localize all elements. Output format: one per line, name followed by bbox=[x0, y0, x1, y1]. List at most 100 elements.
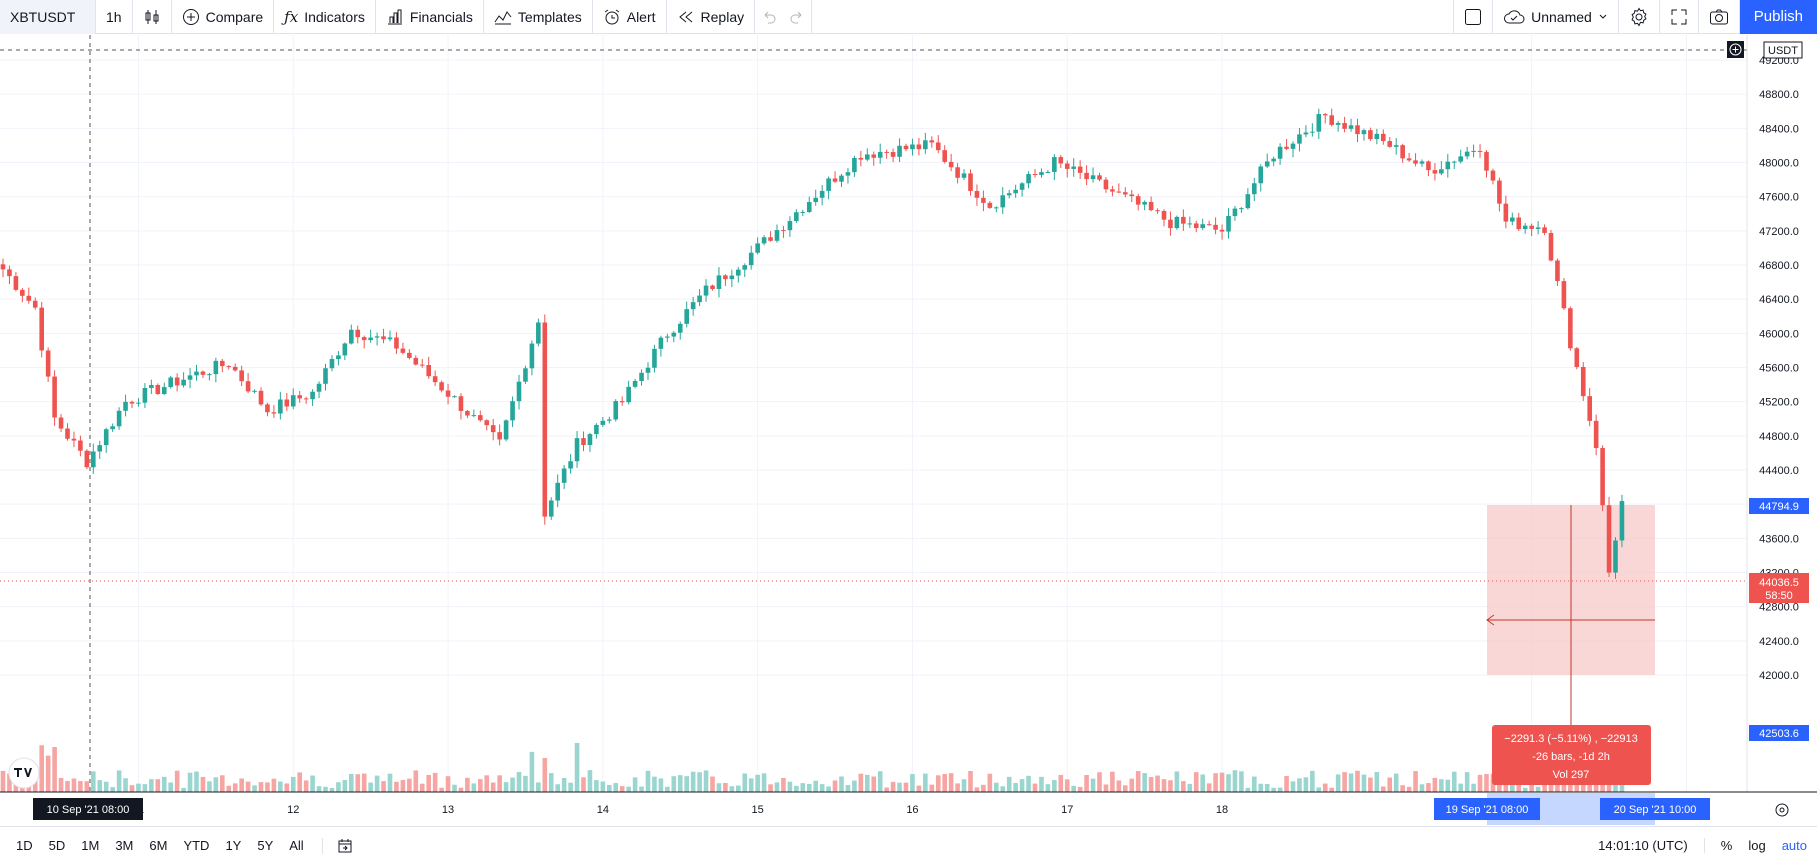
undo-button[interactable] bbox=[755, 0, 783, 34]
candle-body bbox=[1580, 366, 1586, 397]
candle-body bbox=[852, 157, 857, 173]
symbol-search-button[interactable]: XBTUSDT bbox=[0, 0, 96, 34]
candle-body bbox=[929, 140, 935, 143]
volume-bar bbox=[97, 780, 103, 792]
volume-bar bbox=[368, 782, 373, 792]
volume-bar bbox=[510, 777, 515, 792]
volume-bar bbox=[426, 774, 431, 792]
volume-bar bbox=[632, 777, 638, 792]
candle-body bbox=[690, 302, 696, 310]
publish-button[interactable]: Publish bbox=[1739, 0, 1817, 34]
candle-body bbox=[1439, 169, 1444, 174]
tradingview-logo[interactable] bbox=[8, 757, 40, 789]
volume-bar bbox=[445, 776, 451, 792]
candle-body bbox=[245, 381, 251, 392]
candle-body bbox=[387, 337, 393, 340]
currency-badge[interactable]: USDT bbox=[1727, 41, 1803, 59]
candle-body bbox=[884, 151, 889, 153]
chevron-down-icon bbox=[1598, 12, 1608, 22]
candle-body bbox=[78, 440, 83, 451]
candle-body bbox=[1290, 143, 1296, 149]
date-range-button[interactable] bbox=[321, 837, 367, 854]
volume-bar bbox=[671, 776, 677, 792]
candle-body bbox=[548, 500, 554, 517]
volume-bar bbox=[794, 785, 799, 792]
candle-body bbox=[200, 371, 206, 375]
volume-bar bbox=[1064, 779, 1070, 792]
auto-toggle[interactable]: auto bbox=[1781, 838, 1807, 853]
candle-body bbox=[265, 404, 270, 413]
volume-bar bbox=[381, 781, 386, 792]
volume-bar bbox=[910, 774, 915, 792]
indicators-button[interactable]: ƒx Indicators bbox=[274, 0, 376, 34]
volume-bar bbox=[1116, 780, 1122, 792]
settings-button[interactable] bbox=[1619, 0, 1660, 34]
candle-body bbox=[1264, 161, 1270, 167]
price-tick-label: 45600.0 bbox=[1759, 363, 1799, 375]
volume-bar bbox=[839, 776, 844, 792]
price-tick-label: 43600.0 bbox=[1759, 533, 1799, 545]
axis-settings-button[interactable] bbox=[1775, 803, 1789, 817]
price-axis[interactable]: 49200.048800.048400.048000.047600.047200… bbox=[1759, 55, 1799, 682]
candle-body bbox=[1226, 215, 1231, 232]
range-button-1d[interactable]: 1D bbox=[16, 838, 33, 853]
range-button-1y[interactable]: 1Y bbox=[225, 838, 242, 853]
percent-toggle[interactable]: % bbox=[1720, 838, 1733, 853]
volume-bar bbox=[755, 774, 760, 792]
volume-bar bbox=[1348, 773, 1354, 792]
price-tick-label: 48000.0 bbox=[1759, 158, 1799, 170]
range-button-all[interactable]: All bbox=[289, 838, 304, 853]
layout-menu-button[interactable]: Unnamed bbox=[1493, 0, 1619, 34]
candle-body bbox=[1187, 223, 1193, 225]
volume-bar bbox=[374, 775, 380, 792]
financials-button[interactable]: Financials bbox=[376, 0, 484, 34]
candle-body bbox=[297, 395, 302, 399]
volume-bars bbox=[0, 740, 1625, 792]
utc-clock[interactable]: 14:01:10 (UTC) bbox=[1598, 838, 1705, 853]
fullscreen-button[interactable] bbox=[1660, 0, 1699, 34]
volume-bar bbox=[497, 775, 502, 792]
volume-bar bbox=[39, 745, 44, 792]
candle-body bbox=[1400, 145, 1405, 159]
candle-body bbox=[374, 336, 380, 338]
volume-bar bbox=[310, 775, 315, 792]
alert-button[interactable]: Alert bbox=[593, 0, 667, 34]
range-button-5y[interactable]: 5Y bbox=[257, 838, 274, 853]
candle-body bbox=[1116, 191, 1122, 193]
snapshot-button[interactable] bbox=[1699, 0, 1740, 34]
range-button-5d[interactable]: 5D bbox=[48, 838, 66, 853]
redo-button[interactable] bbox=[783, 0, 813, 34]
templates-button[interactable]: Templates bbox=[484, 0, 593, 34]
candle-body bbox=[1529, 225, 1534, 229]
volume-bar bbox=[568, 782, 573, 792]
chart-type-button[interactable] bbox=[133, 0, 172, 34]
candle-body bbox=[419, 364, 425, 366]
volume-bar bbox=[929, 784, 935, 792]
indicators-label: Indicators bbox=[304, 8, 365, 25]
candle-body bbox=[149, 384, 154, 388]
candle-body bbox=[497, 432, 502, 440]
interval-button[interactable]: 1h bbox=[96, 0, 133, 34]
replay-button[interactable]: Replay bbox=[667, 0, 756, 34]
volume-bar bbox=[91, 771, 96, 792]
chart-area[interactable]: 49200.0 48800.0 48400.0 48000.0 47600.0 47200… bbox=[0, 35, 1817, 825]
range-button-3m[interactable]: 3M bbox=[115, 838, 134, 853]
layout-toggle-button[interactable] bbox=[1453, 0, 1494, 34]
log-toggle[interactable]: log bbox=[1748, 838, 1766, 853]
price-range-measure[interactable] bbox=[1486, 505, 1655, 725]
gear-center bbox=[1779, 807, 1785, 813]
range-button-1m[interactable]: 1M bbox=[81, 838, 100, 853]
volume-bar bbox=[736, 785, 741, 792]
candlestick-chart[interactable]: 49200.048800.048400.048000.047600.047200… bbox=[0, 35, 1817, 825]
compare-button[interactable]: Compare bbox=[172, 0, 275, 34]
price-tick-label: 42800.0 bbox=[1759, 602, 1799, 614]
candle-body bbox=[697, 295, 702, 303]
candle-body bbox=[845, 172, 851, 176]
range-button-6m[interactable]: 6M bbox=[149, 838, 168, 853]
range-button-ytd[interactable]: YTD bbox=[183, 838, 210, 853]
gear-icon bbox=[1775, 803, 1789, 817]
volume-bar bbox=[542, 757, 548, 792]
candle-body bbox=[1387, 141, 1393, 147]
candle-body bbox=[1271, 158, 1276, 162]
candle-body bbox=[542, 322, 548, 517]
